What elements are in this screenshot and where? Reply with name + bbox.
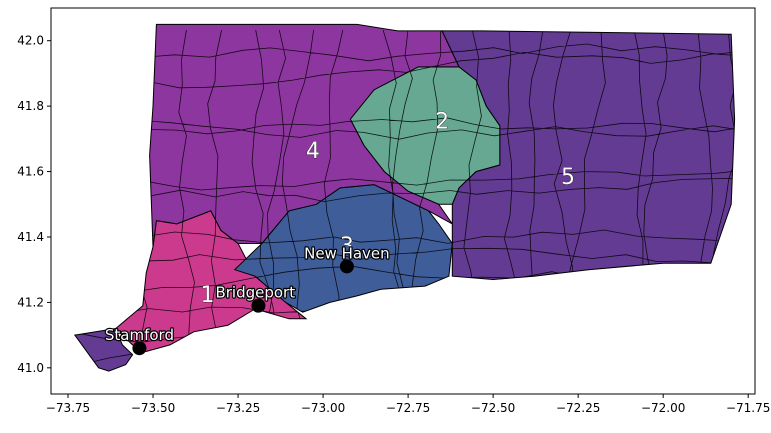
x-tick-label: −72.00	[641, 401, 685, 415]
district-label-1: 1	[200, 283, 214, 308]
district-label-5: 5	[561, 165, 575, 190]
y-axis: 41.0 41.2 41.4 41.6 41.8 42.0	[17, 34, 51, 375]
district-5	[441, 30, 736, 281]
labels-layer: 1 2 3 4 5 Stamford Bridgeport New Haven	[104, 109, 576, 345]
y-tick-label: 41.4	[17, 230, 44, 244]
x-tick-label: −72.25	[556, 401, 600, 415]
city-marker-bridgeport	[251, 298, 266, 313]
plot-frame	[50, 7, 756, 395]
x-tick-label: −73.25	[216, 401, 260, 415]
city-marker-stamford	[132, 341, 147, 356]
y-tick-label: 41.2	[17, 295, 44, 309]
city-label-new-haven: New Haven	[304, 244, 390, 262]
city-label-stamford: Stamford	[105, 326, 174, 344]
district-label-2: 2	[435, 109, 449, 134]
y-tick-label: 41.6	[17, 165, 44, 179]
y-tick-label: 41.8	[17, 99, 44, 113]
district-part-5	[73, 328, 134, 372]
y-tick-label: 41.0	[17, 361, 44, 375]
district-label-4: 4	[306, 139, 320, 164]
districts-layer	[73, 23, 736, 372]
x-tick-label: −72.50	[471, 401, 515, 415]
city-label-bridgeport: Bridgeport	[215, 284, 295, 302]
x-tick-label: −73.50	[131, 401, 175, 415]
x-tick-label: −71.75	[726, 401, 770, 415]
district-label-3: 3	[340, 234, 354, 259]
x-tick-label: −73.00	[301, 401, 345, 415]
x-axis: −73.75 −73.50 −73.25 −73.00 −72.75 −72.50 −72.…	[46, 394, 770, 415]
city-marker-new-haven	[339, 259, 354, 274]
cities-layer	[132, 259, 354, 356]
x-tick-label: −73.75	[46, 401, 90, 415]
x-tick-label: −72.75	[386, 401, 430, 415]
y-tick-label: 42.0	[17, 34, 44, 48]
